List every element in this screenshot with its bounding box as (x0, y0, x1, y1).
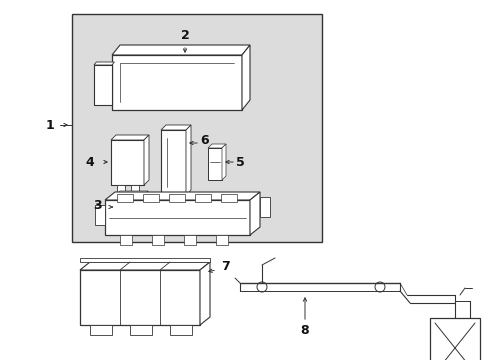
Polygon shape (161, 125, 191, 130)
Text: 7: 7 (220, 261, 229, 274)
Bar (207, 148, 222, 180)
Polygon shape (116, 191, 148, 195)
Bar (117, 194, 133, 202)
Polygon shape (111, 135, 149, 140)
Text: 3: 3 (93, 198, 101, 212)
Polygon shape (249, 192, 260, 235)
Bar (131, 185, 139, 195)
Bar (80, 258, 209, 262)
Bar (142, 194, 159, 202)
Bar (90, 325, 112, 335)
Bar (260, 197, 269, 217)
Bar (130, 325, 152, 335)
Bar (183, 235, 196, 245)
Bar (95, 205, 105, 225)
Bar (216, 235, 227, 245)
Text: 2: 2 (180, 28, 189, 41)
Polygon shape (143, 135, 149, 185)
Polygon shape (185, 125, 191, 195)
Bar (111, 140, 143, 185)
Text: 5: 5 (235, 156, 244, 168)
Bar (152, 235, 163, 245)
Text: 8: 8 (300, 324, 309, 337)
Bar (195, 194, 210, 202)
Bar (112, 55, 242, 110)
Polygon shape (94, 65, 112, 105)
Polygon shape (242, 45, 249, 110)
Bar (170, 325, 192, 335)
Text: 6: 6 (200, 134, 209, 147)
Bar (221, 194, 237, 202)
Bar (117, 185, 125, 195)
Text: 4: 4 (85, 156, 94, 168)
Bar (161, 130, 185, 195)
Polygon shape (207, 144, 225, 148)
Polygon shape (222, 144, 225, 180)
Polygon shape (80, 262, 209, 270)
Bar (120, 235, 132, 245)
Polygon shape (200, 262, 209, 325)
Polygon shape (105, 192, 260, 200)
Bar (80, 270, 200, 325)
Bar (169, 194, 184, 202)
Polygon shape (112, 45, 249, 55)
Bar (429, 318, 479, 360)
Bar (116, 195, 143, 217)
Bar (105, 200, 249, 235)
Text: 1: 1 (45, 118, 54, 131)
Polygon shape (94, 62, 114, 65)
Polygon shape (143, 191, 148, 217)
Bar (72, 14, 321, 242)
